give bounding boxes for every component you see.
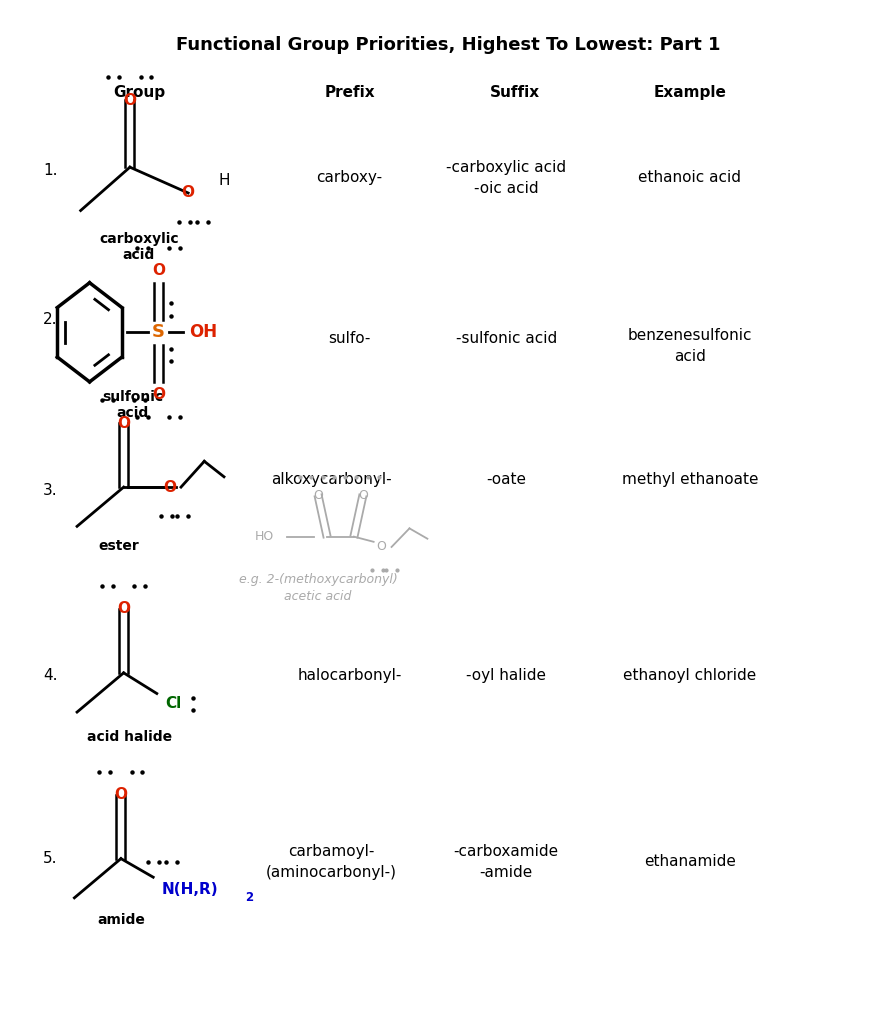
Text: -carboxylic acid
-oic acid: -carboxylic acid -oic acid: [446, 160, 566, 195]
Text: O: O: [151, 263, 165, 278]
Text: 4.: 4.: [43, 669, 57, 683]
Text: sulfo-: sulfo-: [328, 331, 371, 346]
Text: carbamoyl-
(aminocarbonyl-): carbamoyl- (aminocarbonyl-): [266, 844, 397, 879]
Text: Example: Example: [653, 86, 727, 100]
Text: O: O: [313, 489, 323, 502]
Text: S: S: [151, 323, 165, 342]
Text: HO: HO: [254, 530, 274, 543]
Text: -carboxamide
-amide: -carboxamide -amide: [453, 844, 559, 879]
Text: 2.: 2.: [43, 313, 57, 327]
Text: O: O: [375, 541, 386, 553]
Text: Group: Group: [113, 86, 165, 100]
Text: 1.: 1.: [43, 163, 57, 178]
Text: acid halide: acid halide: [87, 730, 173, 744]
Text: 2: 2: [246, 891, 254, 904]
Text: O: O: [115, 787, 127, 802]
Text: amide: amide: [97, 913, 145, 928]
Text: carboxy-: carboxy-: [316, 170, 383, 185]
Text: O: O: [124, 93, 136, 107]
Text: methyl ethanoate: methyl ethanoate: [622, 473, 758, 487]
Text: -oyl halide: -oyl halide: [466, 669, 547, 683]
Text: benzenesulfonic
acid: benzenesulfonic acid: [628, 328, 752, 363]
Text: halocarbonyl-: halocarbonyl-: [297, 669, 401, 683]
Text: Prefix: Prefix: [324, 86, 375, 100]
Text: N(H,R): N(H,R): [161, 882, 219, 897]
Text: Cl: Cl: [165, 697, 181, 711]
Text: O: O: [358, 489, 368, 502]
Text: O: O: [117, 416, 130, 430]
Text: O: O: [164, 480, 177, 494]
Text: Functional Group Priorities, Highest To Lowest: Part 1: Functional Group Priorities, Highest To …: [176, 36, 720, 54]
Text: ester: ester: [98, 539, 139, 553]
Text: O: O: [151, 387, 165, 401]
Text: 3.: 3.: [43, 483, 57, 497]
Text: sulfonic
acid: sulfonic acid: [102, 390, 163, 420]
Text: Suffix: Suffix: [490, 86, 540, 100]
Text: 5.: 5.: [43, 851, 57, 866]
Text: H: H: [219, 173, 229, 188]
Text: carboxylic
acid: carboxylic acid: [99, 232, 178, 262]
Text: O: O: [182, 186, 194, 200]
Text: ethanoic acid: ethanoic acid: [639, 170, 741, 185]
Text: ethanamide: ethanamide: [644, 854, 736, 869]
Text: e.g. 2-(methoxycarbonyl)
acetic acid: e.g. 2-(methoxycarbonyl) acetic acid: [238, 573, 398, 603]
Text: OH: OH: [189, 323, 217, 342]
Text: O: O: [117, 602, 130, 616]
Text: -oate: -oate: [487, 473, 526, 487]
Text: alkoxycarbonyl-: alkoxycarbonyl-: [271, 473, 392, 487]
Text: -sulfonic acid: -sulfonic acid: [455, 331, 557, 346]
Text: ethanoyl chloride: ethanoyl chloride: [624, 669, 756, 683]
